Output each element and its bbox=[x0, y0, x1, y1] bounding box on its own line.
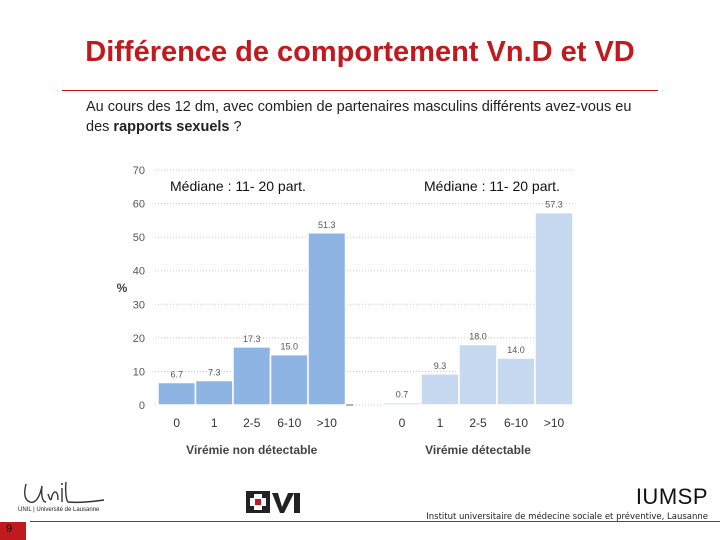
bar-value-label: 0.7 bbox=[396, 390, 409, 400]
iumsp-logo: IUMSP bbox=[635, 484, 708, 509]
y-tick-label: 30 bbox=[133, 299, 145, 311]
y-tick-label: 10 bbox=[133, 366, 145, 378]
y-tick-label: 60 bbox=[133, 199, 145, 211]
x-tick-label: 2-5 bbox=[243, 416, 261, 430]
bar bbox=[496, 357, 536, 406]
x-tick-label: 0 bbox=[399, 416, 406, 430]
x-axis-title: Virémie non détectable bbox=[186, 443, 317, 457]
bar bbox=[382, 401, 422, 406]
x-tick-label: >10 bbox=[317, 416, 338, 430]
x-tick-label: 0 bbox=[173, 416, 180, 430]
question-emphasis: rapports sexuels bbox=[113, 119, 230, 135]
bar-chart: 010203040506070%6.707.3117.32-515.06-105… bbox=[117, 165, 575, 457]
bar-value-label: 14.0 bbox=[507, 345, 525, 355]
footer-rule bbox=[30, 521, 720, 522]
y-tick-label: 50 bbox=[133, 232, 145, 244]
question-end: ? bbox=[229, 119, 242, 135]
bar-value-label: 15.0 bbox=[280, 342, 298, 352]
bar-value-label: 17.3 bbox=[243, 334, 261, 344]
x-tick-label: 6-10 bbox=[277, 416, 301, 430]
title-underline bbox=[62, 90, 658, 91]
x-tick-label: 2-5 bbox=[469, 416, 487, 430]
iumsp-subtitle: Institut universitaire de médecine socia… bbox=[426, 512, 708, 522]
bar-value-label: 9.3 bbox=[434, 361, 447, 371]
bar bbox=[194, 379, 234, 406]
x-tick-label: 6-10 bbox=[504, 416, 528, 430]
bar-value-label: 7.3 bbox=[208, 367, 221, 377]
y-tick-label: 0 bbox=[139, 400, 145, 412]
x-tick-label: >10 bbox=[544, 416, 565, 430]
y-tick-label: 20 bbox=[133, 333, 145, 345]
bar bbox=[157, 381, 197, 406]
slide-title: Différence de comportement Vn.D et VD bbox=[85, 36, 635, 68]
y-tick-label: 70 bbox=[133, 165, 145, 177]
median-label-undetectable: Médiane : 11- 20 part. bbox=[170, 178, 306, 194]
bar bbox=[420, 373, 460, 406]
bar-value-label: 18.0 bbox=[469, 332, 487, 342]
bar-value-label: 51.3 bbox=[318, 220, 336, 230]
bar bbox=[458, 343, 498, 406]
unil-logo bbox=[24, 481, 105, 504]
chuv-logo bbox=[246, 491, 300, 513]
y-tick-label: 40 bbox=[133, 266, 145, 278]
bar bbox=[307, 232, 347, 406]
unil-caption: UNIL | Université de Lausanne bbox=[18, 507, 100, 513]
x-tick-label: 1 bbox=[437, 416, 444, 430]
page-number: 9 bbox=[6, 523, 13, 535]
bar bbox=[232, 346, 272, 406]
median-label-detectable: Médiane : 11- 20 part. bbox=[424, 178, 560, 194]
survey-question: Au cours des 12 dm, avec combien de part… bbox=[86, 97, 646, 137]
page-number-box bbox=[0, 522, 26, 540]
bar-value-label: 57.3 bbox=[545, 200, 563, 210]
question-text: Au cours des 12 dm, avec combien de part… bbox=[86, 99, 632, 135]
y-axis-label: % bbox=[117, 281, 128, 295]
x-tick-label: 1 bbox=[211, 416, 218, 430]
bar-value-label: 6.7 bbox=[170, 370, 183, 380]
x-axis-title: Virémie détectable bbox=[425, 443, 531, 457]
bar bbox=[269, 353, 309, 406]
bar bbox=[534, 211, 574, 406]
